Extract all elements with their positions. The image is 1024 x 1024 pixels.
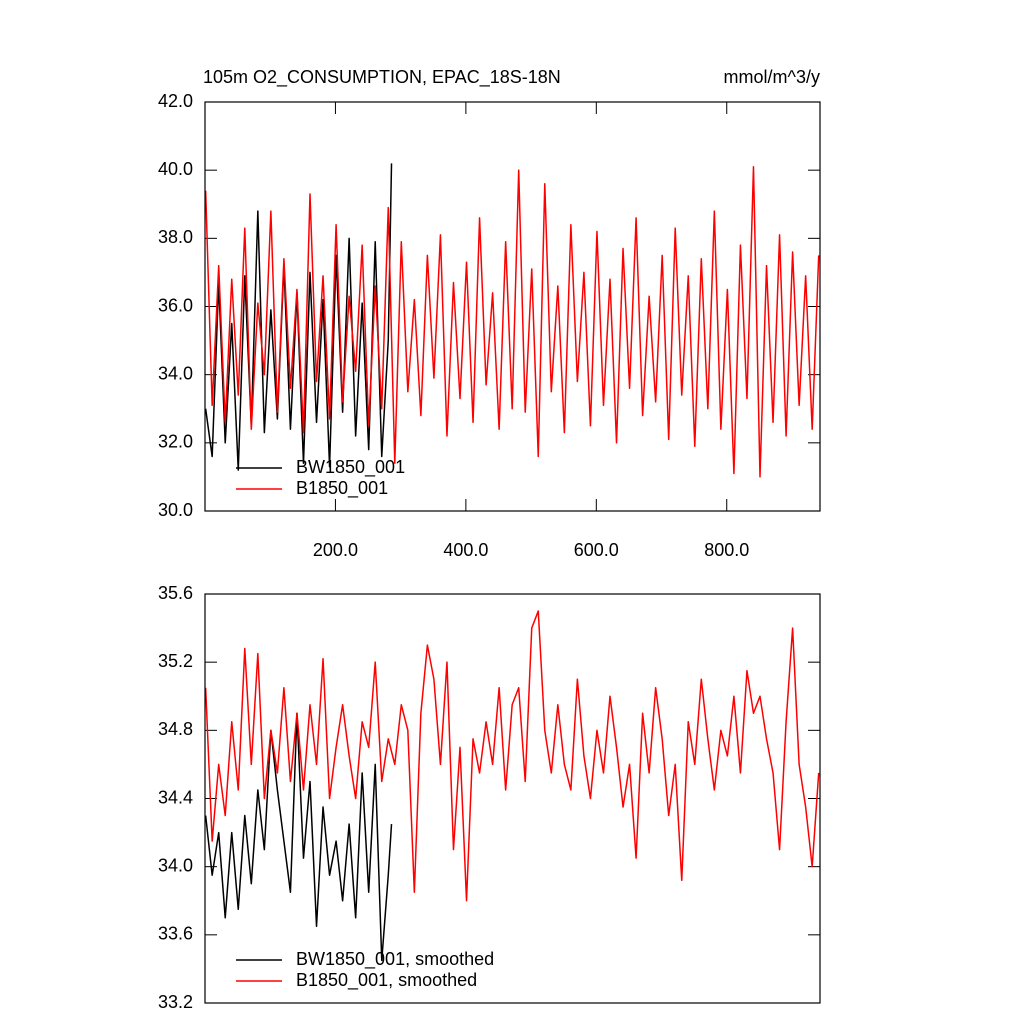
x-tick-label: 200.0 [313,540,358,560]
y-tick-label: 42.0 [158,91,193,111]
plot-frame [204,593,821,1004]
y-tick-label: 34.4 [158,787,193,807]
y-tick-label: 35.2 [158,651,193,671]
legend-label: BW1850_001 [296,457,405,478]
x-tick-label: 400.0 [443,540,488,560]
y-tick-label: 34.0 [158,363,193,383]
series-line [204,166,820,478]
y-tick-label: 38.0 [158,227,193,247]
x-tick-label: 600.0 [574,540,619,560]
plot-frame [204,101,821,512]
x-tick-label: 800.0 [704,540,749,560]
y-tick-label: 30.0 [158,500,193,520]
y-tick-label: 35.6 [158,583,193,603]
y-tick-label: 33.2 [158,992,193,1012]
series-line [204,163,393,471]
legend-label: B1850_001 [296,478,388,499]
units-label: mmol/m^3/y [724,67,820,87]
legend-label: BW1850_001, smoothed [296,949,494,970]
series-line [204,610,820,902]
series-line [204,712,393,962]
y-tick-label: 36.0 [158,295,193,315]
legend-label: B1850_001, smoothed [296,970,477,991]
y-tick-label: 34.8 [158,719,193,739]
y-tick-label: 40.0 [158,159,193,179]
y-tick-label: 32.0 [158,432,193,452]
y-tick-label: 34.0 [158,855,193,875]
y-tick-label: 33.6 [158,924,193,944]
chart-title: 105m O2_CONSUMPTION, EPAC_18S-18N [203,67,561,88]
